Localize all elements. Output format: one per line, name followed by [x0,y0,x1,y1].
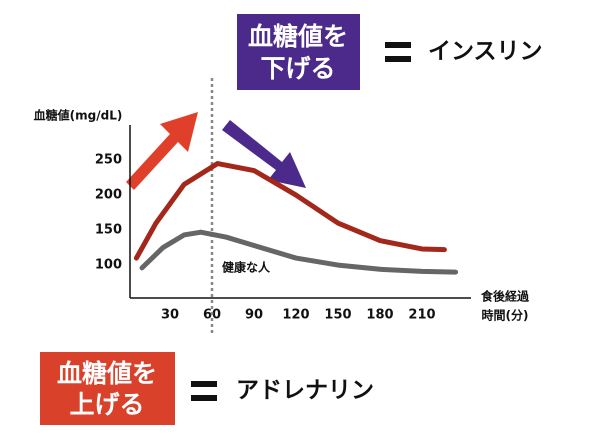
equals-sign [191,395,217,401]
equals-sign [385,42,411,48]
x-axis-label: 時間(分) [482,308,529,323]
x-axis-label: 食後経過 [480,289,530,304]
annotation-text: アドレナリン [236,378,374,404]
y-tick-label: 200 [95,188,122,203]
equals-sign [191,381,217,387]
series-label: 健康な人 [222,260,271,275]
fall-arrow [222,120,306,188]
x-tick-label: 210 [408,308,435,323]
annotation-box [237,14,360,90]
x-tick-label: 90 [245,308,263,323]
x-tick-label: 30 [161,308,179,323]
y-tick-label: 100 [95,258,122,273]
annotation-box-text: 血糖値を [57,359,157,388]
x-tick-label: 150 [324,308,351,323]
y-tick-label: 250 [95,153,122,168]
annotation-box-text: 上げる [69,390,144,419]
annotation-text: インスリン [428,39,543,65]
annotation-box-text: 血糖値を [248,22,348,51]
x-tick-label: 180 [366,308,393,323]
series-line [133,161,447,261]
y-tick-label: 150 [95,223,122,238]
annotation-box-text: 下げる [260,54,335,83]
annotation-box [40,352,175,425]
equals-sign [385,56,411,62]
rise-arrow [126,112,198,190]
y-axis-label: 血糖値(mg/dL) [34,108,123,123]
x-tick-label: 120 [282,308,309,323]
series-line [139,229,459,275]
